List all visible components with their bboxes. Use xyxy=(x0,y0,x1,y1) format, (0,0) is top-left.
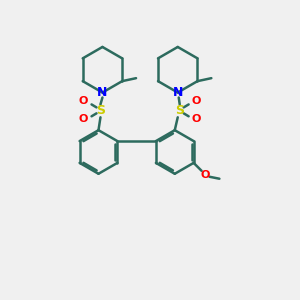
Text: O: O xyxy=(192,114,201,124)
Text: O: O xyxy=(192,97,201,106)
Text: O: O xyxy=(79,114,88,124)
Text: O: O xyxy=(201,170,210,180)
Text: N: N xyxy=(97,86,108,99)
Text: N: N xyxy=(172,86,183,99)
Text: O: O xyxy=(79,97,88,106)
Text: S: S xyxy=(96,104,105,117)
Text: S: S xyxy=(175,104,184,117)
